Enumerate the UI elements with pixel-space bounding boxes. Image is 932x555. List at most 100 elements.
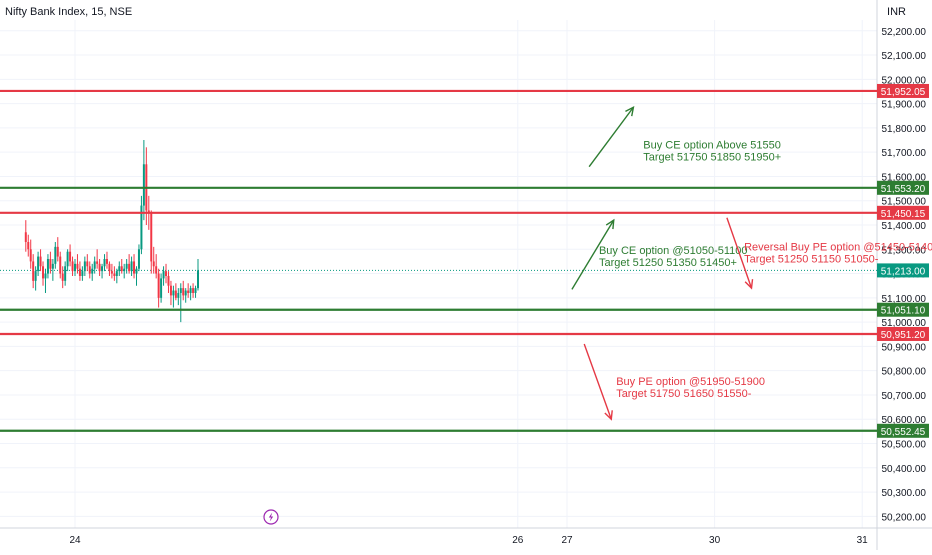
candle-body [71, 261, 74, 272]
candle-body [167, 275, 170, 286]
symbol-title[interactable]: Nifty Bank Index, 15, NSE [5, 6, 133, 18]
y-tick-label: 51,000.00 [882, 318, 927, 329]
y-tick-label: 51,900.00 [882, 100, 927, 111]
candle-body [162, 271, 165, 279]
price-axis: 50,200.00 50,300.00 50,400.00 50,500.00 50,6… [882, 27, 927, 524]
y-tick-label: 51,800.00 [882, 124, 927, 135]
horizontal-levels: 51,952.05 51,553.20 51,450.15 51,051.10 50,9… [0, 83, 929, 438]
level-price-label: 51,553.20 [881, 184, 926, 195]
level-price-label: 51,952.05 [881, 87, 926, 98]
candle-body [64, 266, 67, 281]
candle-body [98, 263, 101, 272]
candle-body [39, 256, 42, 267]
candle-body [169, 285, 172, 296]
candle-body [59, 256, 62, 274]
level-price-label: 51,051.10 [881, 306, 926, 317]
level-price-label: 50,552.45 [881, 427, 926, 438]
x-tick-label: 24 [69, 535, 81, 546]
candle-body [56, 246, 59, 257]
x-tick-label: 27 [561, 535, 573, 546]
last-price-label: 51,213.00 [881, 266, 926, 277]
y-tick-label: 50,500.00 [882, 440, 927, 451]
candle-body [150, 212, 153, 262]
candle-body [120, 266, 123, 272]
candle-body [69, 251, 72, 262]
time-axis: 24262730312025236 [69, 535, 869, 546]
level-price-tag [877, 180, 929, 195]
candle-body [172, 290, 175, 296]
y-tick-label: 50,200.00 [882, 512, 927, 523]
candle-body [37, 256, 40, 272]
candle-body [128, 263, 131, 272]
x-tick-label: 30 [709, 535, 721, 546]
candle-body [157, 273, 160, 298]
level-price-tag [877, 326, 929, 341]
level-price-label: 51,450.15 [881, 209, 926, 220]
candle-body [184, 290, 187, 296]
candle-body [110, 271, 113, 274]
candle-body [34, 271, 37, 281]
candle-body [182, 288, 185, 296]
candles [24, 140, 199, 323]
candle-body [96, 261, 99, 264]
y-tick-label: 50,300.00 [882, 488, 927, 499]
candle-body [83, 261, 86, 272]
x-tick-label: 31 [857, 535, 869, 546]
candle-body [46, 258, 49, 274]
annotation-text: Reversal Buy PE option @51450-51400 [744, 241, 932, 253]
lightning-bolt-icon [268, 512, 274, 522]
candle-body [133, 261, 136, 274]
candle-body [130, 261, 133, 272]
level-price-tag [877, 83, 929, 98]
annotation-arrowhead [625, 105, 635, 117]
candle-body [76, 263, 79, 269]
candle-body [123, 268, 126, 272]
candle-body [187, 290, 190, 293]
candle-body [192, 288, 195, 293]
candle-body [125, 263, 128, 269]
annotation-text: Buy CE option @51050-51100 [599, 245, 748, 257]
candle-body [113, 273, 116, 276]
candle-body [194, 288, 197, 293]
candle-body [78, 268, 81, 276]
candle-body [118, 266, 121, 272]
annotation-text: Target 51750 51850 51950+ [643, 152, 781, 164]
candle-body [152, 261, 155, 267]
currency-label[interactable]: INR [887, 6, 906, 18]
candle-body [103, 258, 106, 267]
y-tick-label: 51,600.00 [882, 172, 927, 183]
x-tick-label: 26 [512, 535, 524, 546]
candle-body [51, 263, 54, 269]
y-tick-label: 50,900.00 [882, 342, 927, 353]
candle-body [115, 271, 118, 276]
annotation-arrowhead [744, 279, 754, 290]
candle-body [174, 290, 177, 298]
annotation-text: Target 51250 51150 51050- [744, 253, 879, 265]
y-tick-label: 51,400.00 [882, 221, 927, 232]
candle-body [54, 246, 57, 264]
candle-body [49, 258, 52, 269]
candle-body [189, 288, 192, 293]
candle-body [81, 271, 84, 276]
annotation-arrow [726, 217, 753, 289]
annotation-text: Buy PE option @51950-51900 [616, 376, 765, 388]
candle-body [66, 251, 69, 267]
candle-body [27, 241, 30, 250]
candle-body [177, 292, 180, 298]
candle-body [86, 261, 89, 267]
level-price-tag [877, 423, 929, 438]
candle-body [74, 263, 76, 272]
candle-body [142, 164, 145, 206]
candle-body [137, 249, 140, 269]
candle-body [29, 249, 32, 262]
y-tick-label: 52,100.00 [882, 51, 927, 62]
y-tick-label: 51,700.00 [882, 148, 927, 159]
y-tick-label: 52,200.00 [882, 27, 927, 38]
candle-body [105, 258, 108, 264]
candle-body [42, 266, 45, 279]
y-tick-label: 51,100.00 [882, 294, 927, 305]
annotation-arrowhead [605, 218, 615, 230]
